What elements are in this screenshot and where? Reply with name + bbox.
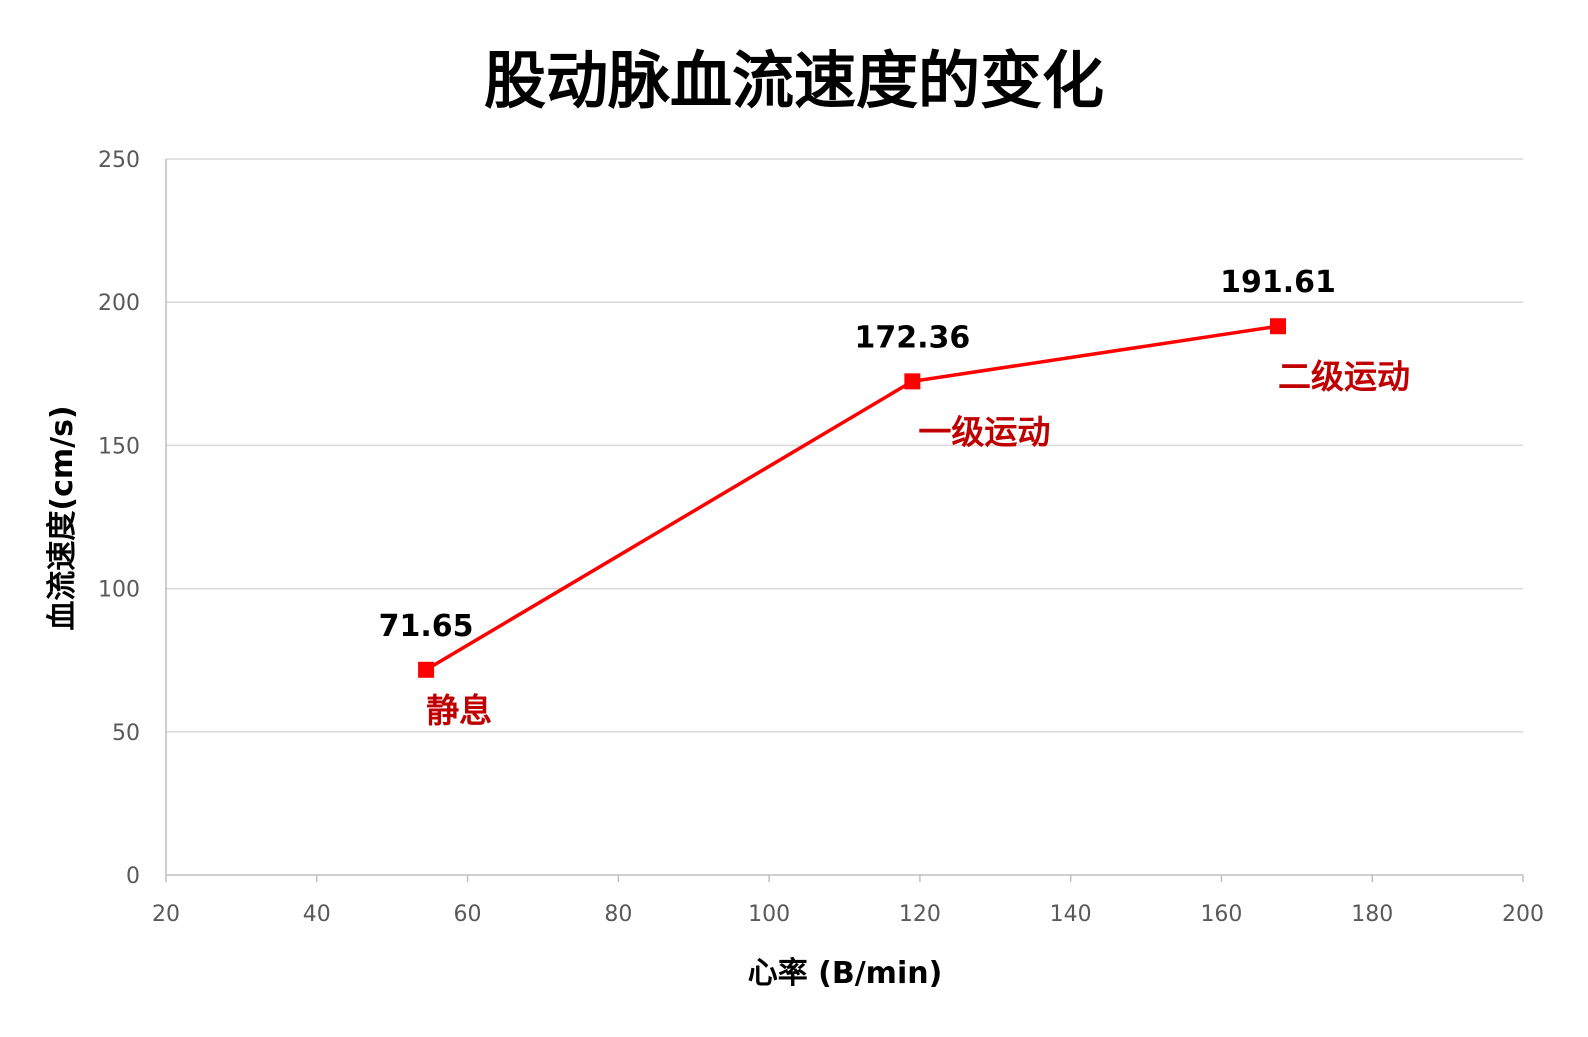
chart-title: 股动脉血流速度的变化 <box>484 44 1104 117</box>
y-tick-labels: 0 50 100 150 200 250 <box>98 148 140 889</box>
value-label: 191.61 <box>1220 265 1336 300</box>
point-label: 一级运动 <box>918 412 1050 451</box>
series-line <box>418 318 1286 678</box>
x-tick-label: 140 <box>1050 902 1092 927</box>
x-tick-label: 40 <box>303 902 331 927</box>
point-label: 静息 <box>426 691 492 730</box>
y-tick-label: 150 <box>98 434 140 459</box>
y-tick-label: 250 <box>98 148 140 173</box>
y-axis-title: 血流速度(cm/s) <box>45 405 80 630</box>
y-tick-label: 50 <box>112 721 140 746</box>
value-label: 172.36 <box>854 320 970 355</box>
y-tick-label: 100 <box>98 578 140 603</box>
point-label: 二级运动 <box>1278 357 1410 396</box>
y-tick-label: 200 <box>98 291 140 316</box>
x-tick-label: 120 <box>899 902 941 927</box>
x-tick-label: 100 <box>748 902 790 927</box>
data-point-marker <box>1269 318 1286 335</box>
data-point-marker <box>904 373 921 390</box>
x-tick-labels: 20 40 60 80 100 120 140 160 180 200 <box>152 902 1544 927</box>
x-tick-label: 160 <box>1200 902 1242 927</box>
y-tick-label: 0 <box>126 864 140 889</box>
x-tick-label: 80 <box>604 902 632 927</box>
x-tick-label: 200 <box>1502 902 1544 927</box>
axes <box>165 159 1524 882</box>
value-label: 71.65 <box>379 609 474 644</box>
x-tick-label: 180 <box>1351 902 1393 927</box>
data-point-marker <box>418 661 435 678</box>
data-labels: 71.65 静息 172.36 一级运动 191.61 二级运动 <box>379 265 1410 730</box>
x-tick-label: 20 <box>152 902 180 927</box>
x-axis-title: 心率 (B/min) <box>748 956 943 991</box>
x-tick-label: 60 <box>454 902 482 927</box>
gridlines <box>166 158 1523 733</box>
series-line-path <box>425 324 1279 672</box>
